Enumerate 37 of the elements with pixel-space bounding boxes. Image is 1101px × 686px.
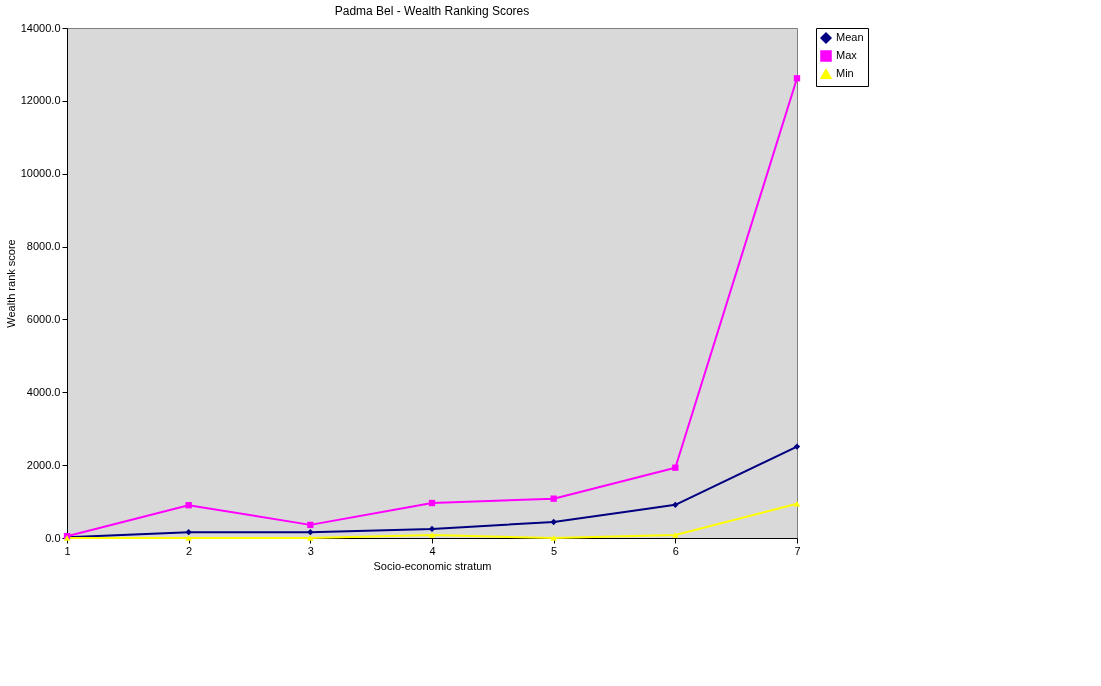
y-tick-label: 8000.0 (26, 240, 61, 253)
x-tick-label: 1 (64, 544, 71, 557)
point (793, 75, 801, 82)
point (307, 529, 314, 536)
point (428, 525, 436, 533)
x-axis-title: Socio-economic stratum (373, 559, 492, 572)
legend-label: Max (836, 49, 858, 61)
point (550, 495, 557, 502)
point (428, 499, 436, 507)
y-tick-label: 14000.0 (20, 21, 61, 34)
legend-label: Mean (836, 31, 864, 43)
point (307, 521, 314, 529)
y-tick-label: 10000.0 (20, 167, 61, 180)
point (185, 535, 192, 541)
point (672, 532, 679, 538)
y-axis-title: Wealth rank score (4, 239, 17, 328)
x-tick-label: 5 (551, 544, 558, 557)
point (428, 532, 436, 538)
point (672, 501, 679, 509)
x-tick-label: 7 (794, 544, 801, 557)
y-tick-label: 2000.0 (26, 458, 61, 471)
point (793, 443, 801, 450)
x-tick-label: 2 (186, 544, 193, 557)
y-tick-label: 12000.0 (20, 94, 61, 107)
point (672, 464, 679, 471)
chart-title: Padma Bel - Wealth Ranking Scores (334, 4, 530, 18)
y-tick-label: 6000.0 (26, 312, 61, 325)
x-tick-label: 4 (429, 544, 436, 557)
x-tick-label: 6 (672, 544, 679, 557)
point (185, 502, 192, 509)
legend-label: Min (836, 67, 854, 79)
point (550, 518, 557, 526)
y-tick-label: 0.0 (45, 531, 61, 544)
x-tick-label: 3 (307, 544, 314, 557)
point (550, 535, 557, 541)
point (185, 529, 192, 536)
y-tick-label: 4000.0 (26, 385, 61, 398)
